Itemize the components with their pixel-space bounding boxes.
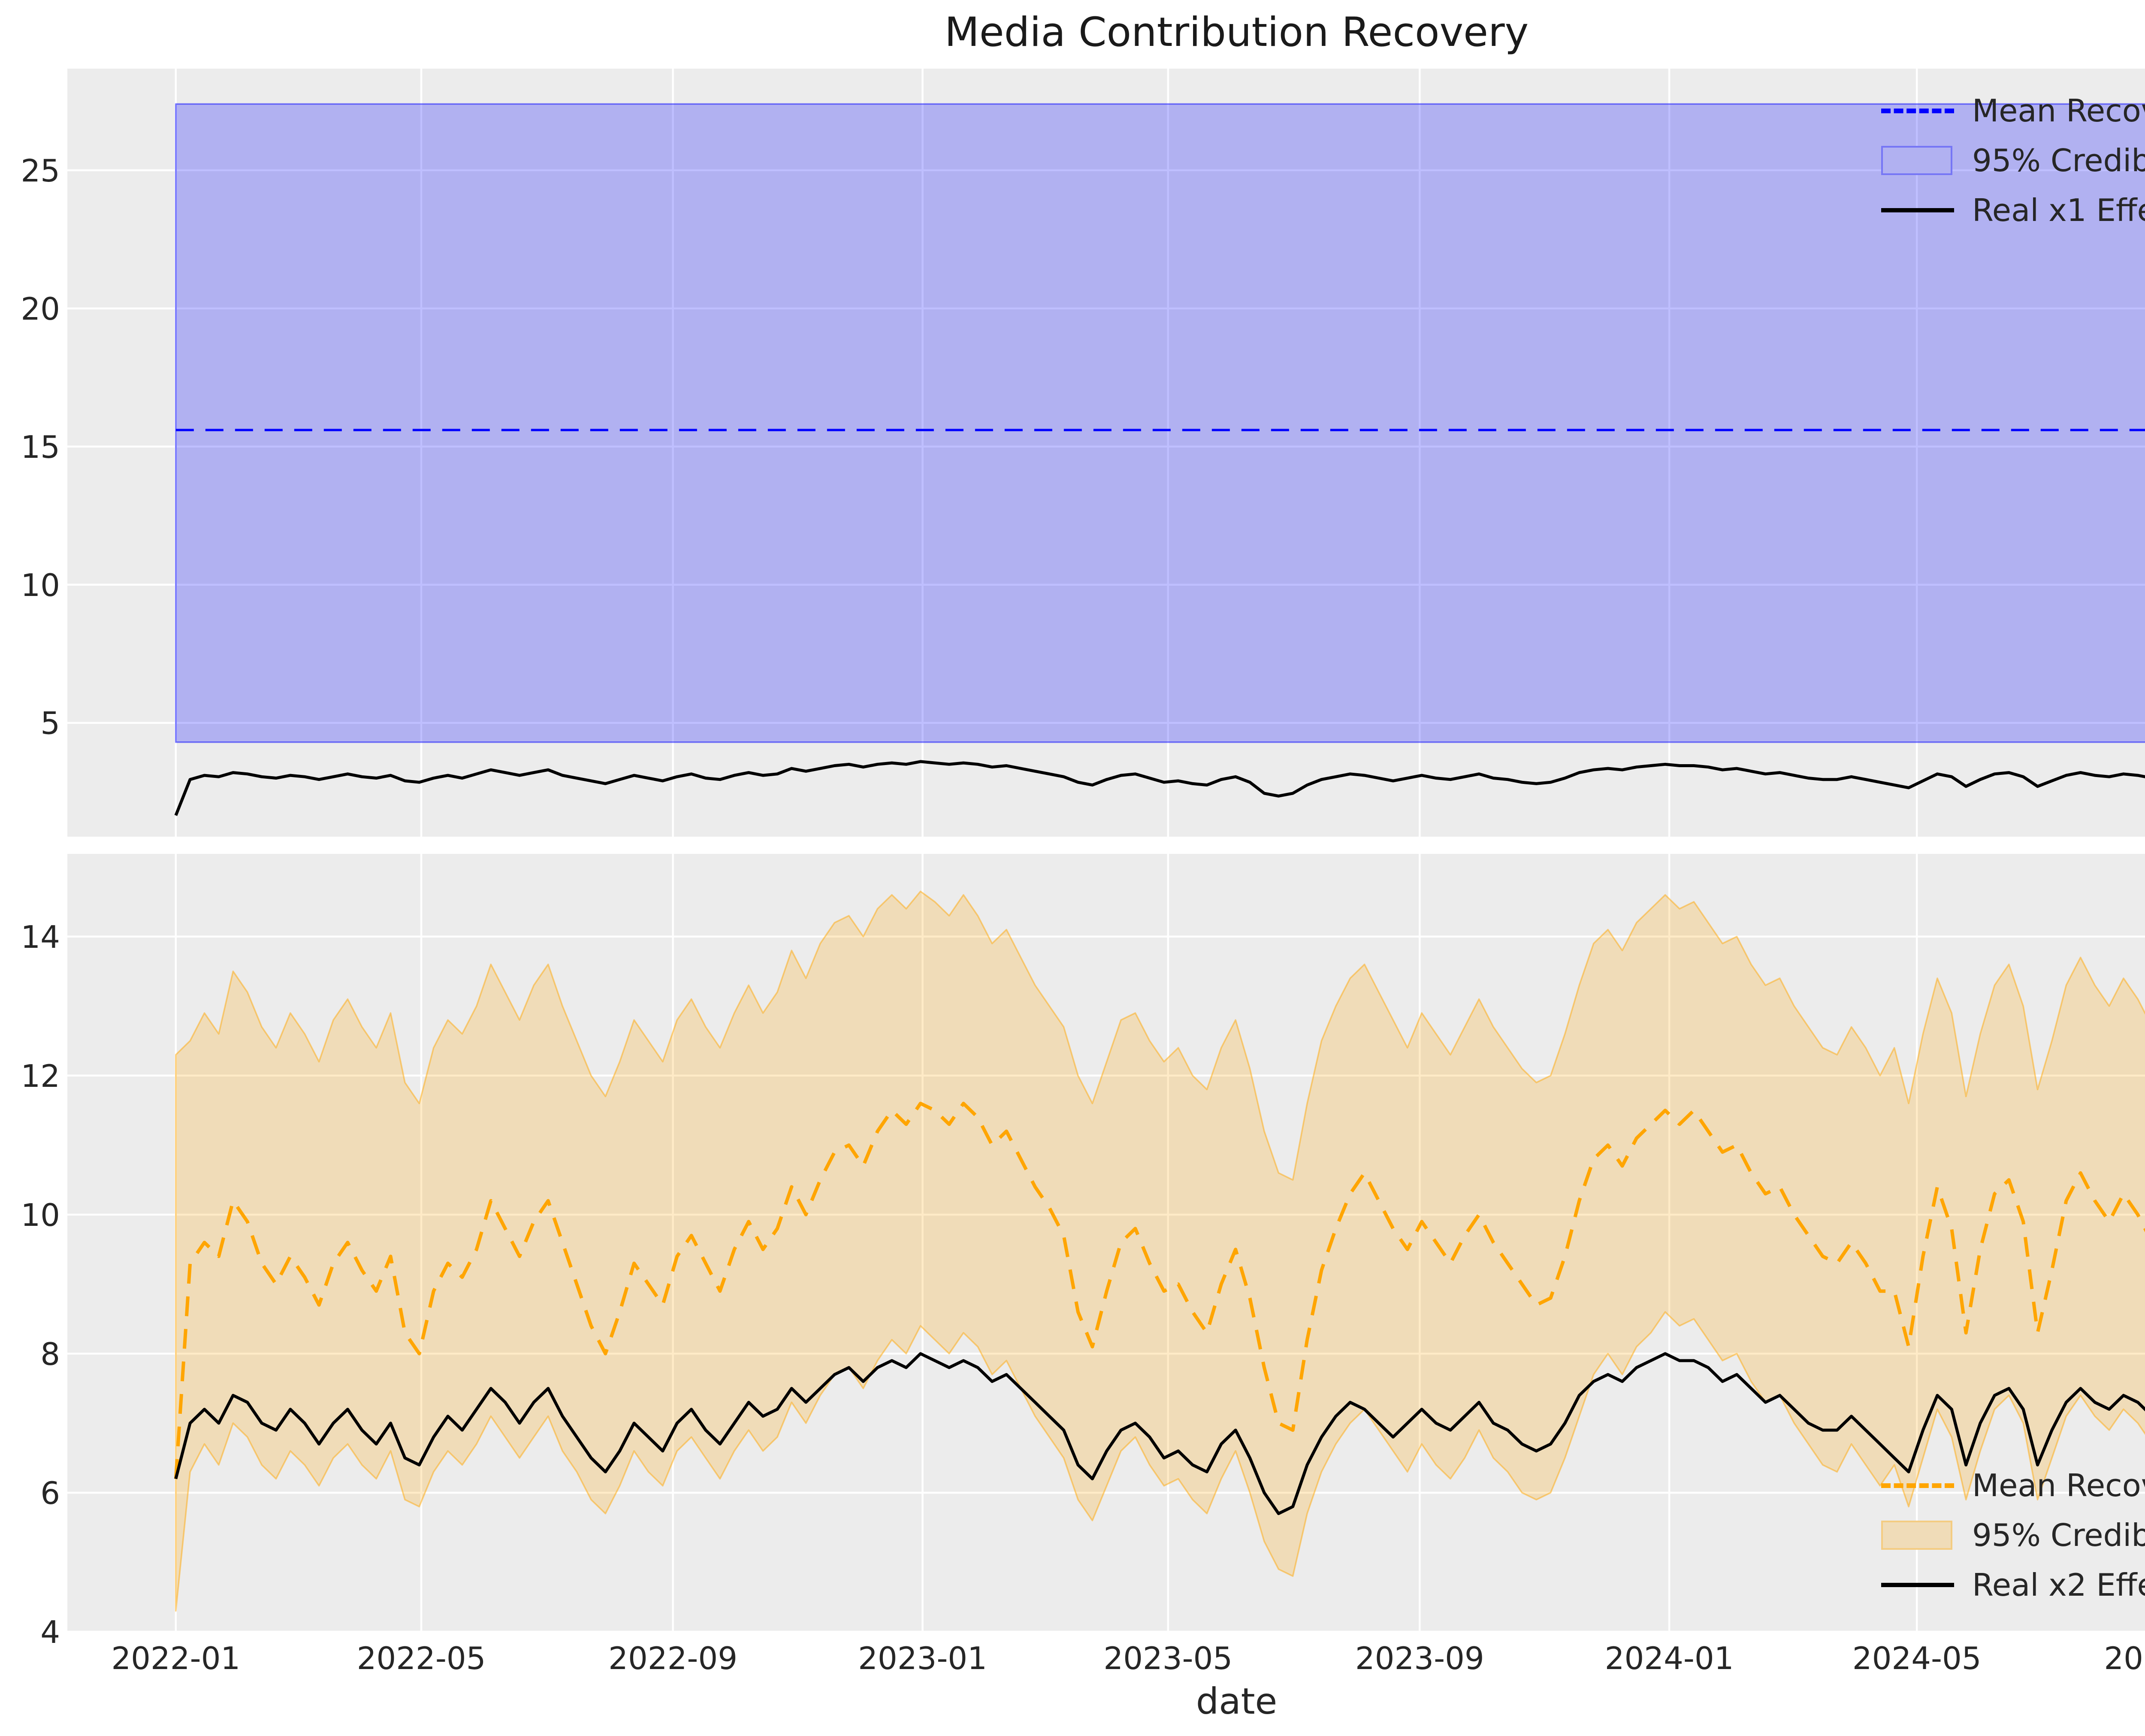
x-tick-label: 2022-01 [111,1640,240,1676]
legend-item-label: 95% Credible Interval [1972,1517,2145,1553]
legend-item: Mean Recover x2 Effect [1881,1462,2145,1509]
legend-item: Mean Recover x1 Effect [1881,87,2145,134]
legend-item-label: Real x2 Effect [1972,1567,2145,1603]
legend-bottom: Mean Recover x2 Effect 95% Credible Inte… [1881,1462,2145,1609]
y-tick-label: 20 [21,291,60,327]
x-tick-label: 2023-09 [1355,1640,1484,1676]
y-tick-label: 10 [21,567,60,603]
y-tick-label: 10 [21,1197,60,1233]
credible-interval-band [175,890,2145,1612]
x-tick-label: 2024-01 [1605,1640,1734,1676]
x-tick-label: 2024-09 [2104,1640,2145,1676]
y-tick-label: 14 [21,919,60,955]
black-line-swatch-icon [1881,1583,1954,1587]
y-tick-label: 12 [21,1058,60,1094]
legend-item: 95% Credible Interval [1881,137,2145,184]
orange-dashed-line-swatch-icon [1881,1483,1954,1488]
axes-background [67,69,2145,837]
panel-bottom: 4 6 8 10 12 14 2022-01 2022-05 2022-09 2023-01 202… [21,854,2145,1676]
y-tick-label: 4 [40,1614,60,1650]
y-tick-label: 8 [40,1336,60,1372]
legend-item-label: Real x1 Effect [1972,192,2145,228]
axes-background [67,854,2145,1632]
mean-line [174,1101,2145,1479]
real-line [174,760,2145,816]
orange-band-swatch-icon [1881,1521,1954,1550]
y-tick-label: 25 [21,153,60,189]
real-line [174,1352,2145,1515]
x-tick-label: 2022-05 [357,1640,486,1676]
x-tick-label: 2023-01 [858,1640,987,1676]
blue-band-swatch-icon [1881,146,1954,175]
legend-item-label: Mean Recover x2 Effect [1972,1467,2145,1503]
x-tick-label: 2022-09 [608,1640,737,1676]
x-tick-label: 2023-05 [1103,1640,1233,1676]
legend-item: Real x2 Effect [1881,1561,2145,1609]
legend-top: Mean Recover x1 Effect 95% Credible Inte… [1881,87,2145,234]
legend-item: 95% Credible Interval [1881,1512,2145,1559]
legend-item-label: 95% Credible Interval [1972,142,2145,178]
black-line-swatch-icon [1881,208,1954,212]
y-tick-label: 15 [21,429,60,465]
y-tick-label: 6 [40,1475,60,1511]
legend-item: Real x1 Effect [1881,187,2145,234]
figure-title: Media Contribution Recovery [944,9,1529,56]
x-tick-label: 2024-05 [1852,1640,1982,1676]
y-tick-label: 5 [40,705,60,741]
blue-dashed-line-swatch-icon [1881,108,1954,113]
x-axis-label: date [1196,1680,1278,1722]
panel-top: 5 10 15 20 25 [21,69,2145,837]
credible-interval-band [175,103,2145,743]
legend-item-label: Mean Recover x1 Effect [1972,93,2145,129]
